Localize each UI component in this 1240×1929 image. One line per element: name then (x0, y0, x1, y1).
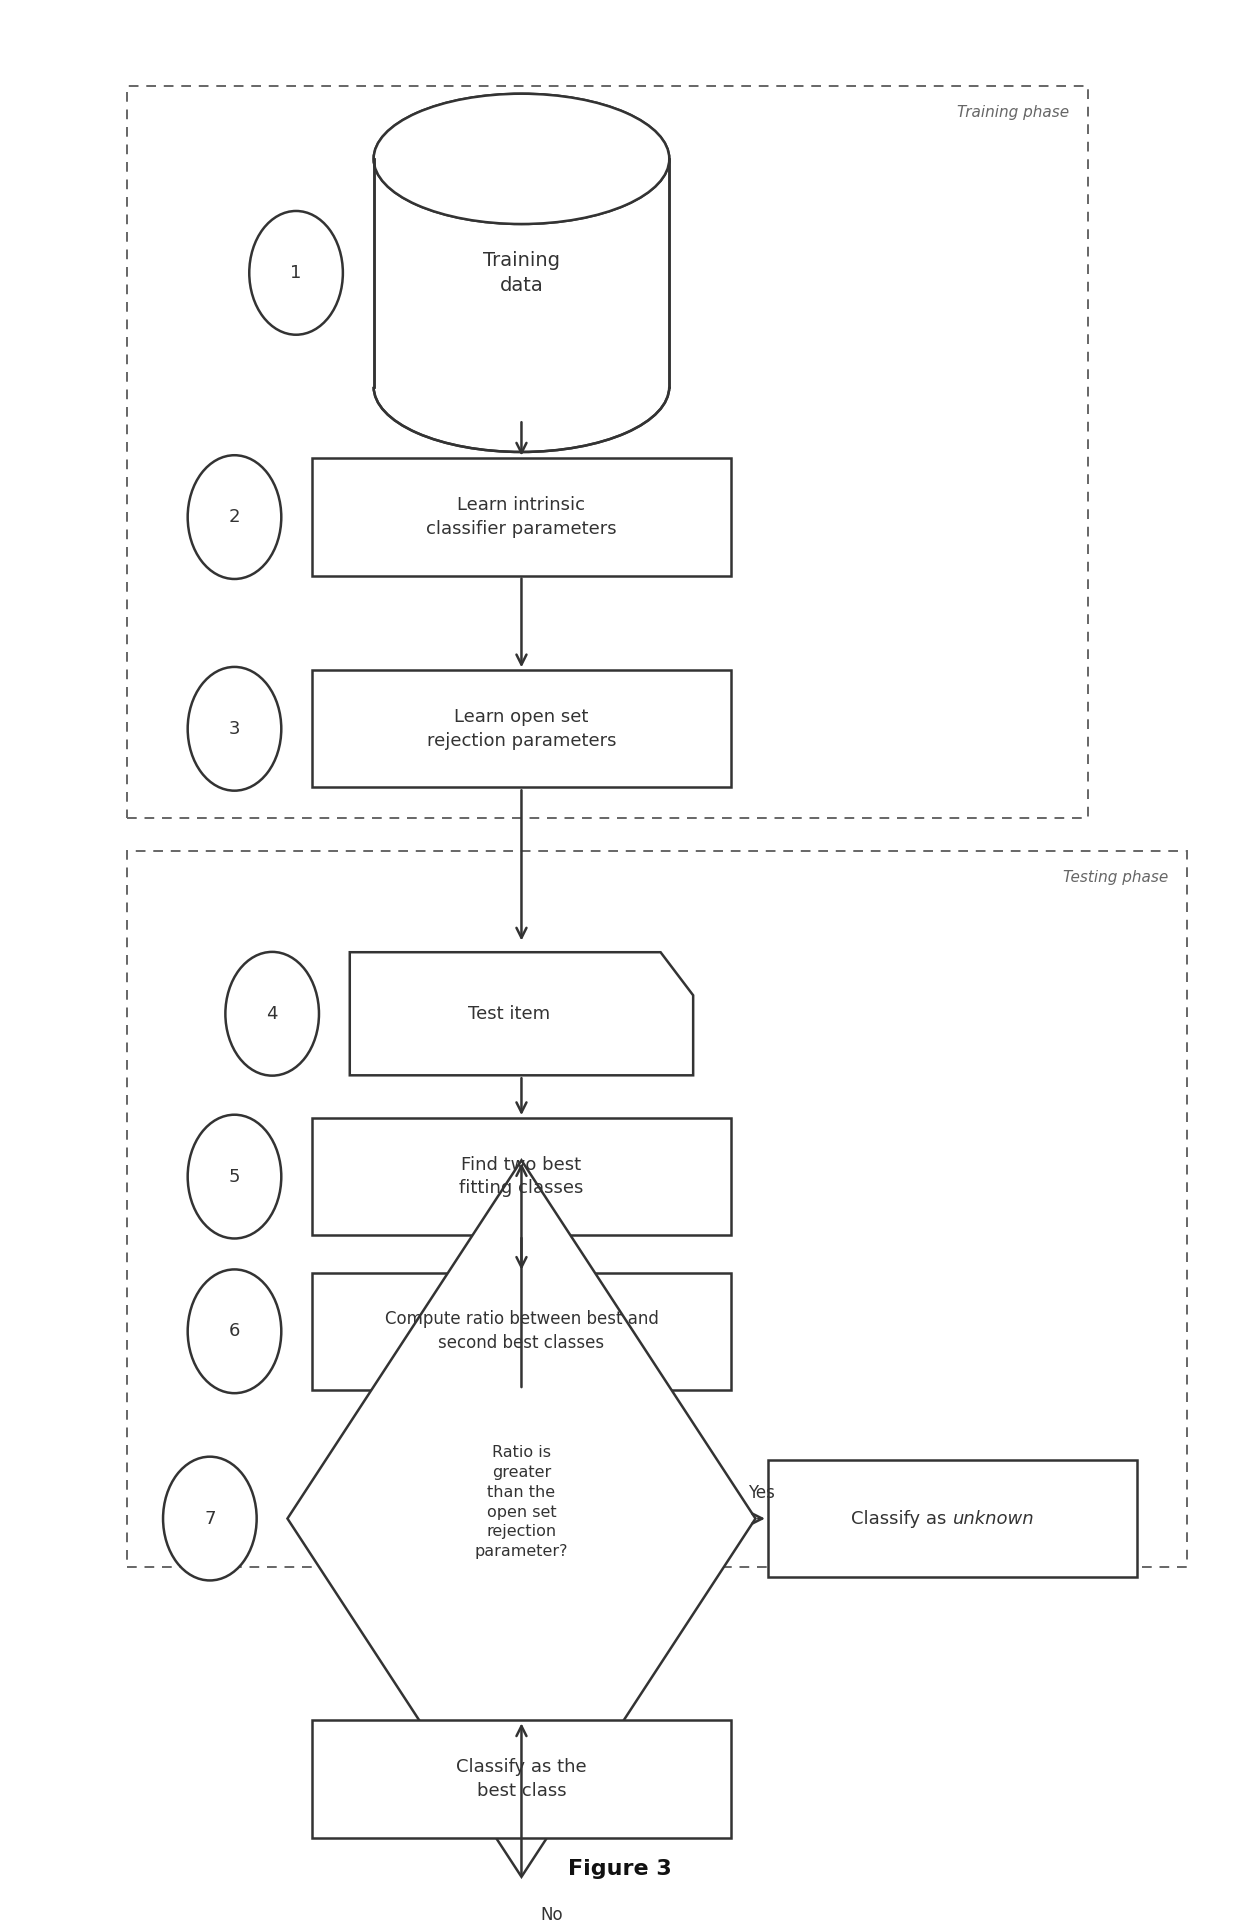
Text: Training phase: Training phase (957, 104, 1070, 120)
Text: Learn open set
rejection parameters: Learn open set rejection parameters (427, 708, 616, 750)
Text: 4: 4 (267, 1005, 278, 1022)
Ellipse shape (373, 95, 670, 224)
Text: 1: 1 (290, 264, 301, 282)
Text: 5: 5 (228, 1167, 241, 1186)
Circle shape (249, 210, 343, 336)
Text: Figure 3: Figure 3 (568, 1860, 672, 1879)
Circle shape (187, 1115, 281, 1238)
Text: Find two best
fitting classes: Find two best fitting classes (459, 1155, 584, 1198)
Bar (312, 1273, 730, 1391)
Text: 7: 7 (205, 1510, 216, 1528)
Text: unknown: unknown (952, 1510, 1034, 1528)
Text: 2: 2 (228, 507, 241, 527)
Text: Testing phase: Testing phase (1063, 870, 1168, 885)
Text: Training
data: Training data (482, 251, 560, 295)
Text: Ratio is
greater
than the
open set
rejection
parameter?: Ratio is greater than the open set rejec… (475, 1445, 568, 1559)
Bar (768, 1460, 1137, 1578)
Text: Learn intrinsic
classifier parameters: Learn intrinsic classifier parameters (427, 496, 616, 538)
Ellipse shape (373, 95, 670, 224)
Bar (312, 669, 730, 787)
Text: Classify as: Classify as (852, 1510, 952, 1528)
Bar (312, 459, 730, 575)
Circle shape (187, 667, 281, 791)
Text: 3: 3 (228, 720, 241, 737)
Polygon shape (288, 1161, 755, 1877)
Text: Yes: Yes (748, 1483, 775, 1503)
Text: Classify as the
best class: Classify as the best class (456, 1759, 587, 1800)
Circle shape (162, 1456, 257, 1580)
Text: No: No (539, 1906, 563, 1923)
Bar (373, 158, 670, 388)
Bar (312, 1119, 730, 1235)
Circle shape (226, 951, 319, 1076)
Circle shape (187, 455, 281, 579)
Polygon shape (350, 953, 693, 1074)
Circle shape (187, 1269, 281, 1393)
Text: Compute ratio between best and
second best classes: Compute ratio between best and second be… (384, 1310, 658, 1352)
Polygon shape (373, 158, 670, 388)
Bar (312, 1721, 730, 1838)
Text: 6: 6 (229, 1321, 241, 1341)
Text: Test item: Test item (467, 1005, 551, 1022)
